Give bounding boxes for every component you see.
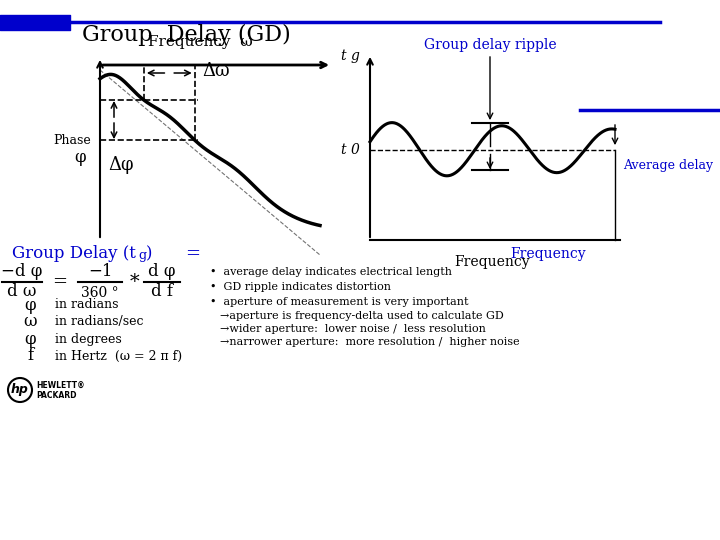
Text: g: g xyxy=(138,249,146,262)
Circle shape xyxy=(8,378,32,402)
Text: in radians/sec: in radians/sec xyxy=(55,315,143,328)
Text: Frequency: Frequency xyxy=(454,255,530,269)
Text: →wider aperture:  lower noise /  less resolution: →wider aperture: lower noise / less reso… xyxy=(220,324,486,334)
Text: in Hertz  (ω = 2 π f): in Hertz (ω = 2 π f) xyxy=(55,349,182,362)
Text: in degrees: in degrees xyxy=(55,333,122,346)
Text: d f: d f xyxy=(151,284,173,300)
Text: φ: φ xyxy=(74,148,86,165)
Text: HEWLETT®: HEWLETT® xyxy=(36,381,85,389)
Text: in radians: in radians xyxy=(55,299,119,312)
Text: −1: −1 xyxy=(88,264,112,280)
Text: PACKARD: PACKARD xyxy=(36,390,76,400)
Text: φ: φ xyxy=(24,296,36,314)
Text: Frequency: Frequency xyxy=(510,247,585,261)
Text: t 0: t 0 xyxy=(341,143,360,157)
Text: Phase: Phase xyxy=(53,133,91,146)
Text: •  average delay indicates electrical length: • average delay indicates electrical len… xyxy=(210,267,452,277)
Text: *: * xyxy=(130,273,140,291)
Text: Group delay ripple: Group delay ripple xyxy=(423,38,557,52)
Text: Δφ: Δφ xyxy=(108,156,133,174)
Text: =: = xyxy=(185,245,200,263)
Text: t g: t g xyxy=(341,49,360,63)
Text: Group  Delay (GD): Group Delay (GD) xyxy=(82,24,291,46)
Text: d φ: d φ xyxy=(148,264,176,280)
Text: Group Delay (t: Group Delay (t xyxy=(12,246,136,262)
Text: hp: hp xyxy=(11,383,29,396)
Text: −d φ: −d φ xyxy=(1,264,42,280)
Text: Average delay: Average delay xyxy=(623,159,713,172)
Text: →narrower aperture:  more resolution /  higher noise: →narrower aperture: more resolution / hi… xyxy=(220,337,520,347)
Text: f: f xyxy=(27,348,33,364)
Text: Frequency  ω: Frequency ω xyxy=(148,35,253,49)
Text: Δω: Δω xyxy=(202,62,230,80)
Text: →aperture is frequency-delta used to calculate GD: →aperture is frequency-delta used to cal… xyxy=(220,311,504,321)
Text: •  GD ripple indicates distortion: • GD ripple indicates distortion xyxy=(210,282,391,292)
Text: φ: φ xyxy=(24,330,36,348)
Text: d ω: d ω xyxy=(7,284,37,300)
Text: 360 °: 360 ° xyxy=(81,286,119,300)
Text: •  aperture of measurement is very important: • aperture of measurement is very import… xyxy=(210,297,469,307)
Text: ): ) xyxy=(146,246,153,262)
Text: ω: ω xyxy=(23,314,37,330)
Text: =: = xyxy=(53,273,68,291)
